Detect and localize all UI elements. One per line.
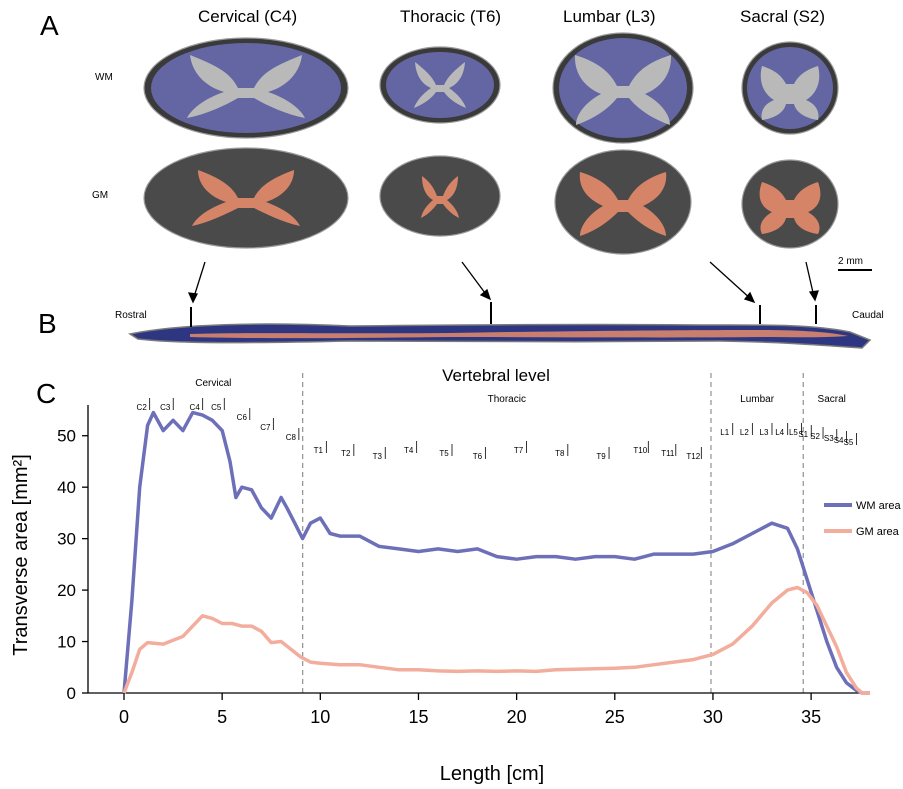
x-axis-label: Length [cm] — [440, 763, 545, 785]
series-line-gm — [122, 585, 870, 695]
row-label-gm: GM — [92, 190, 109, 201]
series-line-wm — [122, 410, 870, 695]
vertebra-label: C4 — [190, 403, 201, 412]
y-tick-label: 40 — [57, 478, 76, 497]
y-tick-label: 10 — [57, 633, 76, 652]
vertebra-label: L1 — [720, 428, 729, 437]
legend-label: WM area — [856, 500, 902, 512]
vertebra-label: L5 — [789, 428, 798, 437]
level-title-lumbar: Lumbar (L3) — [563, 7, 656, 26]
vertebra-label: C6 — [237, 413, 248, 422]
vertebra-label: L2 — [740, 428, 749, 437]
x-tick-label: 30 — [703, 707, 723, 727]
x-tick-label: 20 — [507, 707, 527, 727]
level-title-cervical: Cervical (C4) — [198, 7, 298, 26]
scalebar-label: 2 mm — [838, 256, 863, 267]
vertebra-label: T1 — [314, 446, 324, 455]
y-axis-label: Transverse area [mm²] — [10, 454, 32, 656]
section-thoracic-gm — [379, 155, 501, 237]
panel-letter-a: A — [40, 10, 59, 41]
x-tick-label: 15 — [408, 707, 428, 727]
vertebra-label: C2 — [137, 403, 148, 412]
vertebra-label: T2 — [341, 449, 351, 458]
panel-letter-b: B — [38, 308, 57, 339]
row-label-wm: WM — [95, 72, 113, 83]
level-title-sacral: Sacral (S2) — [740, 7, 826, 26]
vertebra-label: S2 — [810, 432, 820, 441]
x-tick-label: 5 — [217, 707, 227, 727]
x-tick-label: 35 — [801, 707, 821, 727]
section-cervical-wm — [143, 37, 349, 139]
level-title-thoracic: Thoracic (T6) — [400, 7, 502, 26]
x-tick-label: 10 — [310, 707, 330, 727]
legend-label: GM area — [856, 526, 900, 538]
region-label: Cervical — [195, 378, 231, 389]
vertebra-label: L4 — [775, 428, 784, 437]
vertebra-label: T8 — [555, 449, 565, 458]
section-sacral-gm — [741, 159, 839, 249]
vertebra-label: T4 — [404, 446, 414, 455]
region-label: Thoracic — [488, 394, 526, 405]
section-sacral-wm — [741, 41, 839, 135]
y-tick-label: 20 — [57, 581, 76, 600]
area-profile-chart: Vertebral level Cervical Thoracic Lumbar Sa… — [10, 366, 902, 785]
chart-title: Vertebral level — [442, 366, 550, 385]
section-cervical-gm — [143, 147, 349, 249]
y-tick-label: 30 — [57, 530, 76, 549]
vertebra-label: T5 — [439, 449, 449, 458]
y-tick-label: 50 — [57, 427, 76, 446]
region-label: Sacral — [818, 394, 846, 405]
spinal-cord-sections-illustration — [128, 32, 872, 349]
y-tick-label: 0 — [67, 684, 76, 703]
vertebra-label: T12 — [686, 452, 700, 461]
vertebra-label: S3 — [824, 434, 834, 443]
panel-letter-c: C — [36, 378, 57, 409]
vertebra-label: C3 — [160, 403, 171, 412]
rostral-label: Rostral — [115, 310, 147, 321]
vertebra-label: T11 — [661, 449, 675, 458]
vertebra-label: C5 — [211, 403, 222, 412]
vertebra-label: C7 — [260, 423, 271, 432]
vertebra-label: T6 — [473, 452, 483, 461]
vertebra-label: L3 — [760, 428, 769, 437]
x-tick-label: 0 — [119, 707, 129, 727]
vertebra-label: S5 — [844, 438, 854, 447]
caudal-label: Caudal — [852, 310, 884, 321]
vertebra-label: T7 — [514, 446, 524, 455]
x-tick-label: 25 — [605, 707, 625, 727]
vertebra-label: C8 — [286, 433, 297, 442]
vertebra-label: T9 — [596, 452, 606, 461]
vertebra-label: T10 — [633, 446, 647, 455]
section-thoracic-wm — [379, 46, 501, 124]
vertebra-label: S1 — [798, 430, 808, 439]
section-lumbar-wm — [552, 32, 694, 144]
vertebra-label: S4 — [834, 436, 844, 445]
section-lumbar-gm — [554, 149, 692, 255]
region-label: Lumbar — [740, 394, 775, 405]
vertebra-label: T3 — [373, 452, 383, 461]
